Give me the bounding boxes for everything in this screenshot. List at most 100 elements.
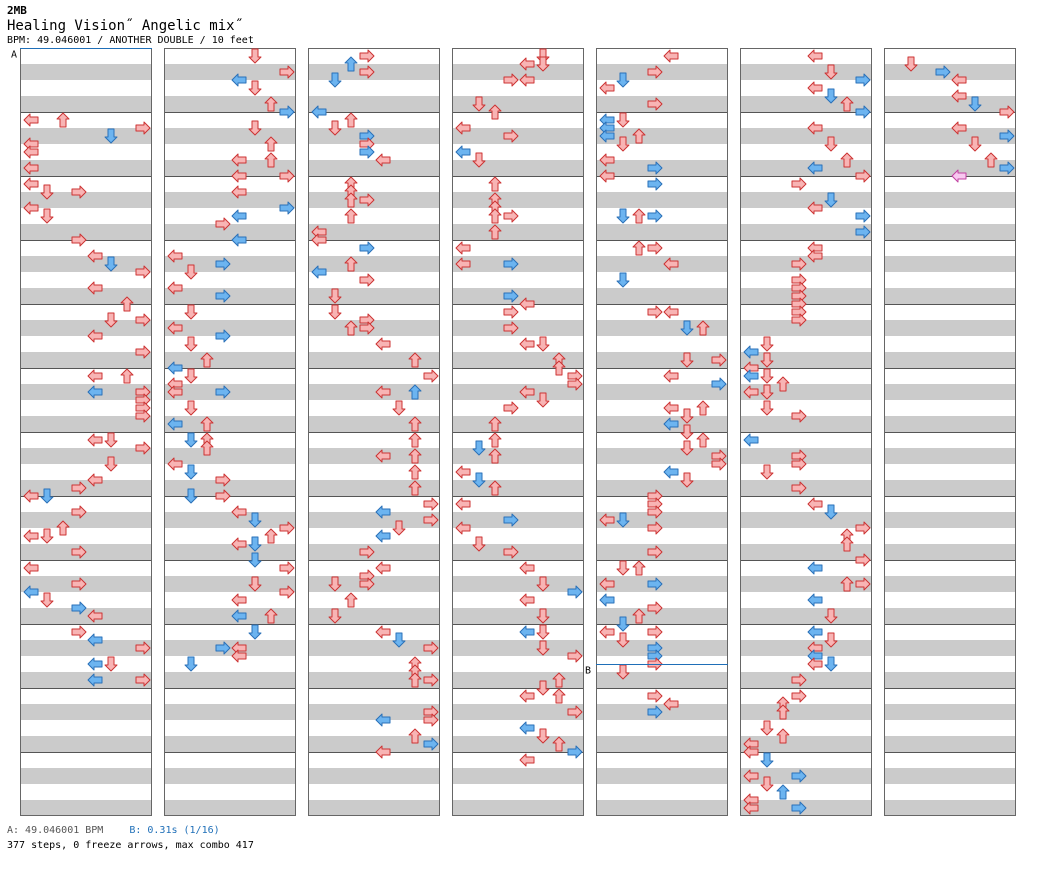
arrow-right-icon xyxy=(423,673,439,687)
arrow-down-icon xyxy=(392,520,406,536)
arrow-up-icon xyxy=(408,672,422,688)
column-frame xyxy=(452,48,584,816)
beat-band xyxy=(308,480,440,496)
arrow-right-icon xyxy=(71,601,87,615)
beat-band xyxy=(308,608,440,624)
arrow-up-icon xyxy=(840,576,854,592)
arrow-right-icon xyxy=(791,481,807,495)
arrow-right-icon xyxy=(791,313,807,327)
beat-band xyxy=(20,768,152,784)
arrow-right-icon xyxy=(71,505,87,519)
arrow-left-icon xyxy=(167,385,183,399)
arrow-up-icon xyxy=(56,520,70,536)
arrow-left-icon xyxy=(231,609,247,623)
arrow-down-icon xyxy=(104,256,118,272)
arrow-left-icon xyxy=(663,465,679,479)
arrow-down-icon xyxy=(680,408,694,424)
arrow-down-icon xyxy=(328,288,342,304)
beat-band xyxy=(308,96,440,112)
bpm-a-label: A: 49.046001 BPM xyxy=(7,825,104,836)
arrow-down-icon xyxy=(248,80,262,96)
arrow-down-icon xyxy=(328,576,342,592)
arrow-up-icon xyxy=(488,104,502,120)
beat-band xyxy=(884,512,1016,528)
arrow-left-icon xyxy=(743,385,759,399)
arrow-left-icon xyxy=(311,233,327,247)
arrow-left-icon xyxy=(743,433,759,447)
arrow-down-icon xyxy=(824,656,838,672)
chart-column xyxy=(308,48,440,816)
arrow-left-icon xyxy=(231,537,247,551)
arrow-up-icon xyxy=(264,152,278,168)
arrow-right-icon xyxy=(567,585,583,599)
beat-band xyxy=(164,768,296,784)
arrow-right-icon xyxy=(567,649,583,663)
arrow-up-icon xyxy=(488,416,502,432)
beat-band xyxy=(308,672,440,688)
arrow-down-icon xyxy=(536,728,550,744)
beat-band xyxy=(452,704,584,720)
beat-band xyxy=(740,608,872,624)
arrow-up-icon xyxy=(776,376,790,392)
beat-band xyxy=(20,352,152,368)
beat-band xyxy=(164,128,296,144)
arrow-right-icon xyxy=(567,745,583,759)
arrow-right-icon xyxy=(71,545,87,559)
beat-band xyxy=(164,320,296,336)
arrow-right-icon xyxy=(359,545,375,559)
arrow-up-icon xyxy=(776,784,790,800)
arrow-up-icon xyxy=(488,224,502,240)
arrow-left-icon xyxy=(743,345,759,359)
arrow-up-icon xyxy=(552,360,566,376)
column-frame xyxy=(164,48,296,816)
arrow-down-icon xyxy=(536,576,550,592)
arrow-left-icon xyxy=(663,697,679,711)
beat-band xyxy=(20,224,152,240)
arrow-down-icon xyxy=(248,624,262,640)
arrow-right-icon xyxy=(999,105,1015,119)
arrow-down-icon xyxy=(824,136,838,152)
arrow-up-icon xyxy=(696,400,710,416)
arrow-left-icon xyxy=(743,801,759,815)
bpm-marker-b-label: B xyxy=(585,666,591,677)
arrow-down-icon xyxy=(680,472,694,488)
arrow-left-icon xyxy=(599,593,615,607)
arrow-right-icon xyxy=(423,497,439,511)
arrow-left-icon xyxy=(311,105,327,119)
arrow-right-icon xyxy=(135,673,151,687)
arrow-left-icon xyxy=(87,609,103,623)
beat-band xyxy=(884,608,1016,624)
column-frame xyxy=(308,48,440,816)
arrow-right-icon xyxy=(215,473,231,487)
arrow-down-icon xyxy=(760,400,774,416)
arrow-right-icon xyxy=(423,513,439,527)
arrow-left-icon xyxy=(375,449,391,463)
arrow-up-icon xyxy=(776,728,790,744)
beat-band xyxy=(740,384,872,400)
arrow-left-icon xyxy=(519,297,535,311)
arrow-down-icon xyxy=(184,368,198,384)
arrow-up-icon xyxy=(408,416,422,432)
beat-band xyxy=(740,64,872,80)
beat-band xyxy=(452,448,584,464)
arrow-down-icon xyxy=(680,440,694,456)
beat-band xyxy=(884,384,1016,400)
beat-band xyxy=(164,608,296,624)
arrow-left-icon xyxy=(663,305,679,319)
beat-band xyxy=(596,736,728,752)
arrow-right-icon xyxy=(647,209,663,223)
arrow-up-icon xyxy=(120,368,134,384)
arrow-down-icon xyxy=(760,720,774,736)
arrow-right-icon xyxy=(647,65,663,79)
arrow-left-icon xyxy=(663,401,679,415)
beat-band xyxy=(596,384,728,400)
arrow-left-icon xyxy=(375,153,391,167)
arrow-up-icon xyxy=(776,704,790,720)
arrow-up-icon xyxy=(264,528,278,544)
arrow-left-icon xyxy=(807,625,823,639)
beat-band xyxy=(452,800,584,816)
arrow-right-icon xyxy=(423,641,439,655)
arrow-up-icon xyxy=(632,128,646,144)
arrow-right-icon xyxy=(711,377,727,391)
arrow-up-icon xyxy=(488,448,502,464)
